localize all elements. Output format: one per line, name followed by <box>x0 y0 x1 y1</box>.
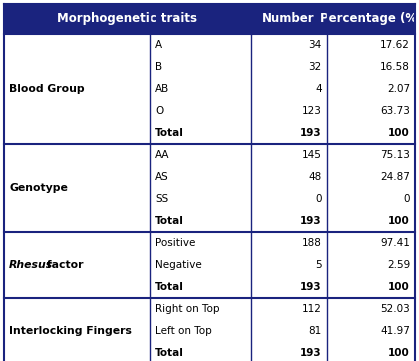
Text: 75.13: 75.13 <box>380 149 410 160</box>
Text: Left on Top: Left on Top <box>155 326 212 336</box>
Text: A: A <box>155 40 162 49</box>
Text: 193: 193 <box>300 348 322 358</box>
Text: 4: 4 <box>315 84 322 93</box>
Text: 32: 32 <box>308 62 322 71</box>
Text: Total: Total <box>155 348 184 358</box>
Text: AA: AA <box>155 149 169 160</box>
Text: 0: 0 <box>315 193 322 204</box>
Text: 100: 100 <box>388 348 410 358</box>
Text: 34: 34 <box>308 40 322 49</box>
Text: 100: 100 <box>388 127 410 138</box>
Text: AS: AS <box>155 171 169 182</box>
Text: 2.59: 2.59 <box>387 260 410 270</box>
Text: B: B <box>155 62 162 71</box>
Text: SS: SS <box>155 193 168 204</box>
Text: Total: Total <box>155 216 184 226</box>
Text: 112: 112 <box>302 304 322 314</box>
Text: Number: Number <box>262 12 315 25</box>
Text: Genotype: Genotype <box>9 183 68 193</box>
Bar <box>4 144 415 232</box>
Text: 5: 5 <box>315 260 322 270</box>
Text: 188: 188 <box>302 238 322 248</box>
Text: AB: AB <box>155 84 169 93</box>
Text: 63.73: 63.73 <box>380 106 410 116</box>
Text: 0: 0 <box>403 193 410 204</box>
Text: factor: factor <box>43 260 83 270</box>
Text: Interlocking Fingers: Interlocking Fingers <box>9 326 132 336</box>
Text: Blood Group: Blood Group <box>9 84 85 93</box>
Text: Morphogenetic traits: Morphogenetic traits <box>57 12 197 25</box>
Text: 17.62: 17.62 <box>380 40 410 49</box>
Bar <box>4 4 415 34</box>
Text: Total: Total <box>155 127 184 138</box>
Text: 100: 100 <box>388 216 410 226</box>
Text: Negative: Negative <box>155 260 202 270</box>
Text: 52.03: 52.03 <box>380 304 410 314</box>
Text: Rhesus: Rhesus <box>9 260 53 270</box>
Text: O: O <box>155 106 163 116</box>
Text: 16.58: 16.58 <box>380 62 410 71</box>
Text: 24.87: 24.87 <box>380 171 410 182</box>
Text: 145: 145 <box>302 149 322 160</box>
Text: 81: 81 <box>308 326 322 336</box>
Text: Total: Total <box>155 282 184 292</box>
Text: 193: 193 <box>300 282 322 292</box>
Text: Percentage (%): Percentage (%) <box>320 12 419 25</box>
Bar <box>4 297 415 361</box>
Text: 193: 193 <box>300 127 322 138</box>
Text: Positive: Positive <box>155 238 195 248</box>
Text: 123: 123 <box>302 106 322 116</box>
Text: 41.97: 41.97 <box>380 326 410 336</box>
Text: 2.07: 2.07 <box>387 84 410 93</box>
Text: Right on Top: Right on Top <box>155 304 220 314</box>
Text: 48: 48 <box>308 171 322 182</box>
Text: 100: 100 <box>388 282 410 292</box>
Text: 97.41: 97.41 <box>380 238 410 248</box>
Bar <box>4 34 415 144</box>
Bar <box>4 232 415 297</box>
Text: 193: 193 <box>300 216 322 226</box>
